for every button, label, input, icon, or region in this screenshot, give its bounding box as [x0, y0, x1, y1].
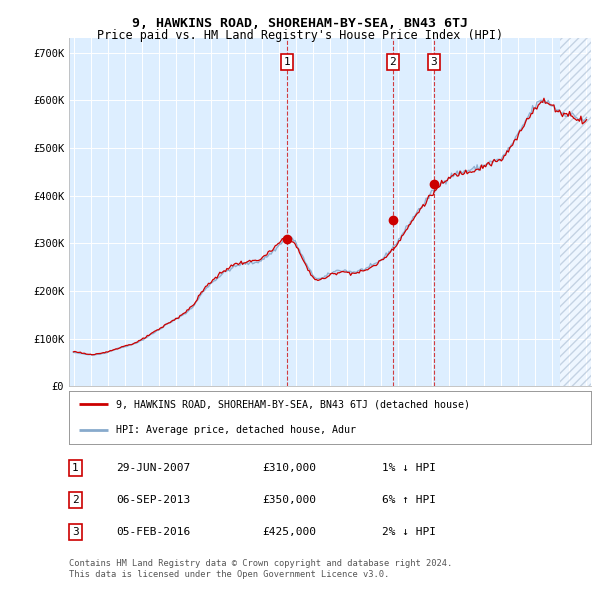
Text: 2: 2: [389, 57, 396, 67]
Text: 1% ↓ HPI: 1% ↓ HPI: [382, 463, 436, 473]
Text: 1: 1: [72, 463, 79, 473]
Text: HPI: Average price, detached house, Adur: HPI: Average price, detached house, Adur: [116, 425, 356, 435]
Text: Contains HM Land Registry data © Crown copyright and database right 2024.
This d: Contains HM Land Registry data © Crown c…: [69, 559, 452, 579]
Text: 2% ↓ HPI: 2% ↓ HPI: [382, 527, 436, 537]
Text: 2: 2: [72, 495, 79, 505]
Text: 29-JUN-2007: 29-JUN-2007: [116, 463, 190, 473]
Text: Price paid vs. HM Land Registry's House Price Index (HPI): Price paid vs. HM Land Registry's House …: [97, 30, 503, 42]
Text: 3: 3: [72, 527, 79, 537]
Text: 6% ↑ HPI: 6% ↑ HPI: [382, 495, 436, 505]
Text: £425,000: £425,000: [262, 527, 316, 537]
Text: 06-SEP-2013: 06-SEP-2013: [116, 495, 190, 505]
Text: 3: 3: [431, 57, 437, 67]
Text: £310,000: £310,000: [262, 463, 316, 473]
Text: 05-FEB-2016: 05-FEB-2016: [116, 527, 190, 537]
Text: 1: 1: [284, 57, 290, 67]
Text: 9, HAWKINS ROAD, SHOREHAM-BY-SEA, BN43 6TJ: 9, HAWKINS ROAD, SHOREHAM-BY-SEA, BN43 6…: [132, 17, 468, 30]
Text: 9, HAWKINS ROAD, SHOREHAM-BY-SEA, BN43 6TJ (detached house): 9, HAWKINS ROAD, SHOREHAM-BY-SEA, BN43 6…: [116, 399, 470, 409]
Text: £350,000: £350,000: [262, 495, 316, 505]
